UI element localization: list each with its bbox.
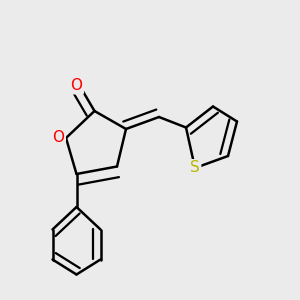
Text: O: O (70, 78, 83, 93)
Text: S: S (190, 160, 200, 175)
Text: O: O (52, 130, 64, 146)
